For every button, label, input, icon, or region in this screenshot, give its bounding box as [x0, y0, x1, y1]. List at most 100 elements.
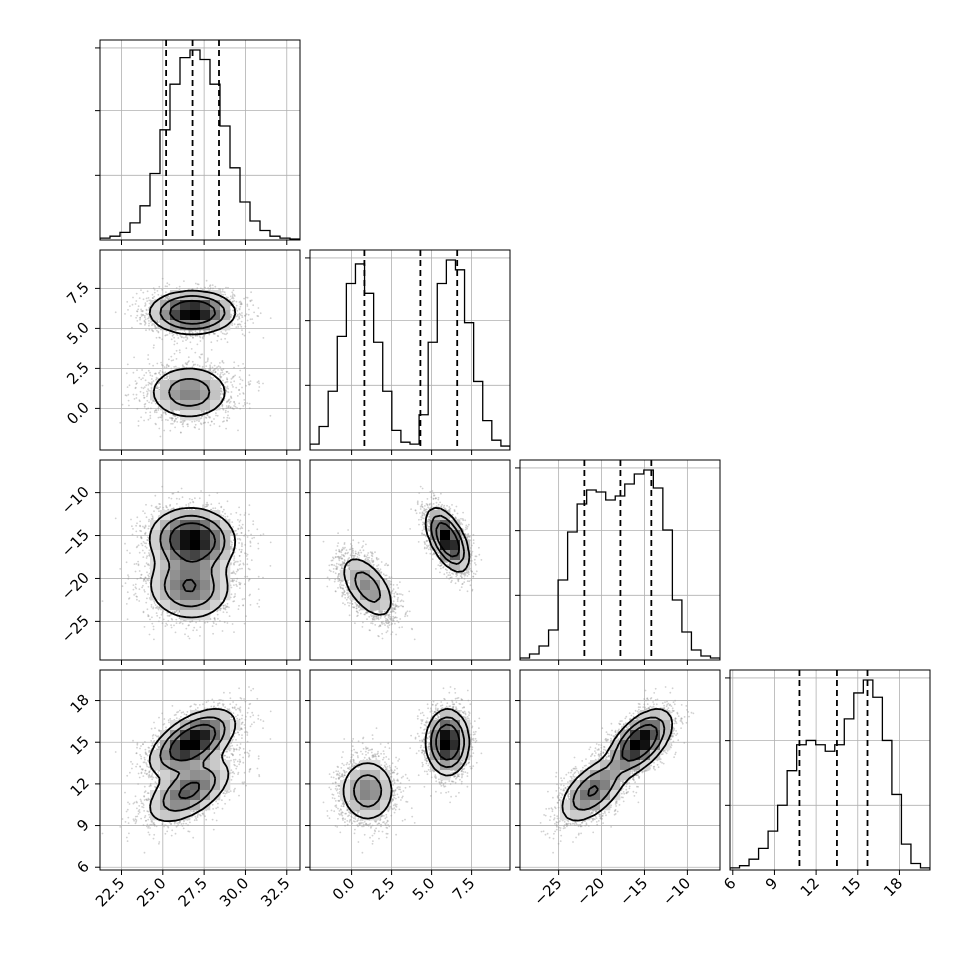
sample-point	[148, 307, 150, 309]
sample-point	[230, 378, 233, 380]
sample-point	[259, 312, 262, 315]
sample-point	[170, 359, 173, 362]
sample-point	[175, 358, 178, 360]
sample-point	[232, 297, 235, 300]
sample-point	[163, 366, 166, 368]
sample-point	[171, 422, 174, 425]
sample-point	[257, 380, 260, 383]
sample-point	[252, 304, 255, 307]
sample-point	[182, 425, 185, 428]
sample-point	[181, 336, 184, 338]
sample-point	[136, 407, 139, 410]
sample-point	[185, 347, 188, 350]
sample-point	[170, 355, 173, 358]
sample-point	[230, 395, 232, 398]
sample-point	[135, 292, 138, 295]
sample-point	[166, 282, 169, 285]
sample-point	[140, 313, 143, 316]
sample-point	[191, 288, 194, 291]
sample-point	[229, 406, 232, 408]
sample-point	[249, 383, 252, 385]
sample-point	[200, 423, 203, 426]
sample-point	[158, 336, 161, 339]
sample-point	[246, 402, 249, 404]
sample-point	[239, 323, 242, 326]
sample-point	[239, 305, 242, 308]
sample-point	[166, 363, 169, 366]
sample-point	[172, 414, 175, 417]
sample-point	[146, 390, 148, 393]
sample-point	[205, 279, 208, 282]
sample-point	[151, 382, 153, 385]
sample-point	[256, 315, 259, 317]
sample-point	[172, 411, 175, 413]
sample-point	[237, 313, 239, 316]
sample-point	[153, 323, 155, 325]
sample-point	[145, 308, 148, 311]
sample-point	[236, 309, 239, 312]
sample-point	[204, 361, 207, 364]
sample-point	[187, 356, 190, 359]
sample-point	[227, 391, 230, 394]
sample-point	[143, 403, 146, 406]
sample-point	[199, 357, 202, 359]
sample-point	[248, 331, 251, 334]
sample-point	[226, 420, 229, 422]
sample-point	[186, 336, 189, 339]
sample-point	[208, 368, 210, 370]
sample-point	[232, 408, 235, 410]
sample-point	[191, 366, 194, 368]
sample-point	[238, 388, 241, 391]
sample-point	[236, 395, 239, 397]
sample-point	[222, 290, 224, 293]
sample-point	[173, 343, 176, 346]
sample-point	[144, 411, 147, 414]
sample-point	[142, 314, 145, 316]
sample-point	[238, 317, 241, 320]
sample-point	[246, 319, 249, 322]
sample-point	[221, 392, 224, 395]
sample-point	[166, 376, 169, 379]
sample-point	[185, 339, 187, 341]
sample-point	[159, 337, 161, 339]
sample-point	[137, 424, 140, 427]
sample-point	[156, 362, 159, 365]
sample-point	[226, 416, 229, 419]
sample-point	[144, 304, 147, 306]
sample-point	[135, 397, 138, 399]
sample-point	[200, 287, 202, 290]
sample-point	[155, 327, 157, 330]
sample-point	[210, 362, 213, 364]
sample-point	[158, 327, 160, 330]
sample-point	[166, 334, 169, 336]
sample-point	[225, 401, 228, 404]
sample-point	[157, 416, 160, 419]
sample-point	[214, 332, 216, 335]
sample-point	[191, 331, 194, 334]
sample-point	[158, 285, 161, 288]
sample-point	[243, 366, 246, 369]
sample-point	[164, 376, 166, 379]
sample-point	[139, 316, 142, 319]
sample-point	[192, 336, 194, 339]
sample-point	[209, 285, 211, 288]
sample-point	[149, 374, 152, 377]
sample-point	[198, 335, 201, 338]
sample-point	[198, 331, 201, 334]
sample-point	[154, 372, 157, 375]
sample-point	[249, 300, 252, 303]
sample-point	[231, 384, 234, 386]
sample-point	[152, 364, 155, 367]
sample-point	[156, 385, 159, 388]
sample-point	[139, 317, 142, 319]
sample-point	[139, 390, 142, 393]
sample-point	[126, 363, 129, 366]
sample-point	[170, 422, 173, 425]
sample-point	[145, 384, 148, 387]
sample-point	[235, 326, 238, 328]
hist-0	[100, 49, 300, 240]
sample-point	[180, 421, 183, 423]
sample-point	[125, 372, 128, 375]
sample-point	[146, 300, 149, 302]
